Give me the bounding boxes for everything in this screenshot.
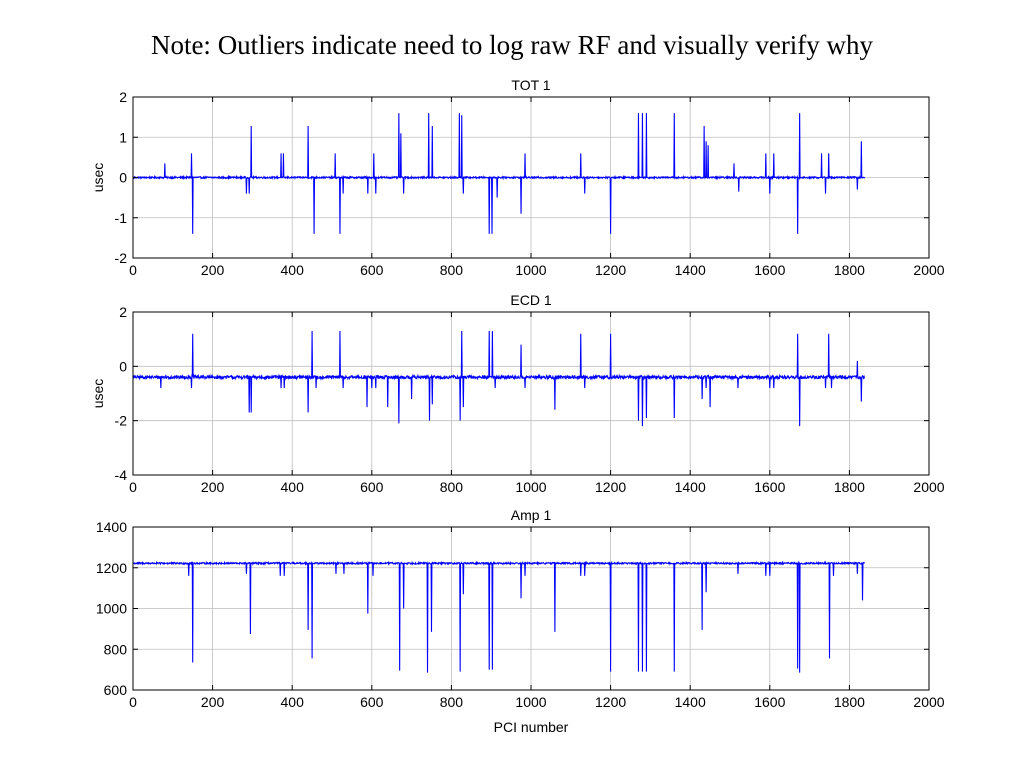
x-tick-label: 1000 xyxy=(515,694,546,710)
x-tick-label: 1000 xyxy=(515,262,546,278)
x-tick-label: 1800 xyxy=(834,694,865,710)
y-tick-label: 800 xyxy=(104,641,128,657)
x-tick-label: 1200 xyxy=(595,262,626,278)
y-tick-label: 0 xyxy=(119,358,127,374)
x-tick-label: 200 xyxy=(201,694,225,710)
x-tick-label: 600 xyxy=(360,694,384,710)
x-tick-label: 800 xyxy=(440,262,464,278)
x-tick-label: 800 xyxy=(440,694,464,710)
x-tick-label: 1400 xyxy=(675,694,706,710)
y-axis-label: usec xyxy=(90,379,106,409)
y-tick-label: 1200 xyxy=(96,560,127,576)
y-tick-label: -2 xyxy=(115,413,128,429)
data-series-line xyxy=(133,560,865,673)
x-tick-label: 1200 xyxy=(595,694,626,710)
x-tick-label: 2000 xyxy=(913,479,944,495)
x-tick-label: 1600 xyxy=(754,694,785,710)
x-tick-label: 0 xyxy=(129,694,137,710)
x-tick-label: 1400 xyxy=(675,479,706,495)
x-tick-label: 1600 xyxy=(754,262,785,278)
x-tick-label: 0 xyxy=(129,479,137,495)
data-series-line xyxy=(132,331,866,427)
plot-title: Amp 1 xyxy=(511,507,552,523)
x-tick-label: 400 xyxy=(281,694,305,710)
x-tick-label: 1200 xyxy=(595,479,626,495)
plot-title: ECD 1 xyxy=(510,292,551,308)
data-series-line xyxy=(132,113,866,234)
y-tick-label: -2 xyxy=(115,250,128,266)
plot-3: 0 200 400 600 800 1000 1200 1400 1600 1800 2000 600… xyxy=(96,507,945,735)
x-tick-label: 400 xyxy=(281,479,305,495)
x-tick-label: 200 xyxy=(201,479,225,495)
y-tick-label: 2 xyxy=(119,89,127,105)
x-tick-label: 200 xyxy=(201,262,225,278)
y-axis-label: usec xyxy=(90,163,106,193)
y-tick-label: -1 xyxy=(115,210,128,226)
y-tick-label: 0 xyxy=(119,170,127,186)
x-tick-label: 1600 xyxy=(754,479,785,495)
x-axis-label: PCI number xyxy=(494,719,569,735)
y-tick-label: 1 xyxy=(119,129,127,145)
y-tick-label: 600 xyxy=(104,682,128,698)
x-tick-label: 400 xyxy=(281,262,305,278)
y-tick-label: 2 xyxy=(119,304,127,320)
x-tick-label: 1400 xyxy=(675,262,706,278)
x-tick-label: 1800 xyxy=(834,479,865,495)
x-tick-label: 0 xyxy=(129,262,137,278)
x-tick-label: 800 xyxy=(440,479,464,495)
x-tick-label: 600 xyxy=(360,479,384,495)
plot-2: 0 200 400 600 800 1000 1200 1400 1600 1800 2000 -4 -… xyxy=(90,292,945,495)
plot-1: 0 200 400 600 800 1000 1200 1400 1600 1800 2000 -2 -… xyxy=(90,77,945,278)
y-tick-label: -4 xyxy=(115,467,128,483)
slide-title: Note: Outliers indicate need to log raw … xyxy=(150,30,874,60)
x-tick-label: 1000 xyxy=(515,479,546,495)
y-tick-label: 1000 xyxy=(96,601,127,617)
plot-title: TOT 1 xyxy=(511,77,550,93)
x-tick-label: 600 xyxy=(360,262,384,278)
y-tick-label: 1400 xyxy=(96,519,127,535)
x-tick-label: 2000 xyxy=(913,694,944,710)
x-tick-label: 1800 xyxy=(834,262,865,278)
x-tick-label: 2000 xyxy=(913,262,944,278)
